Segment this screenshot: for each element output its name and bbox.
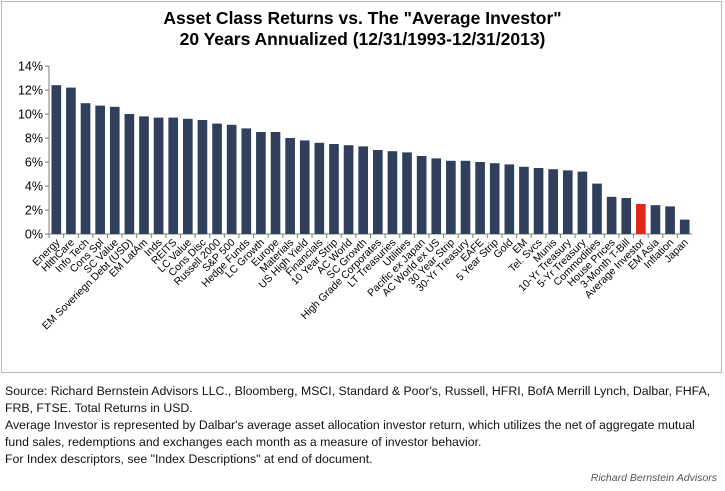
y-tick-label: 4% [25, 180, 43, 194]
chart-bars [51, 85, 690, 234]
chart-title-line-1: Asset Class Returns vs. The "Average Inv… [163, 8, 562, 28]
bar [460, 160, 471, 234]
bar [66, 87, 76, 234]
bar [650, 205, 661, 234]
y-tick-label: 0% [25, 228, 43, 242]
bar [183, 118, 193, 234]
bar [197, 120, 208, 234]
bar [372, 150, 383, 234]
bar [109, 106, 120, 234]
bar [606, 196, 617, 234]
bar [548, 169, 558, 234]
bar [416, 156, 427, 234]
note-line-2: FRB, FTSE. Total Returns in USD. [5, 401, 193, 415]
bar [431, 158, 442, 234]
bar [562, 170, 573, 234]
bar [139, 116, 149, 234]
y-tick-label: 14% [18, 60, 43, 74]
y-tick-label: 2% [25, 204, 43, 218]
bar [402, 152, 412, 234]
bar [358, 146, 369, 234]
y-tick-labels: 0% 2% 4% 6% 8% 10% 12% 14% [18, 60, 43, 242]
bar [314, 142, 325, 234]
bar [256, 132, 266, 234]
bar [168, 117, 179, 234]
bar [299, 140, 310, 234]
bar [665, 206, 675, 234]
chart-panel: Asset Class Returns vs. The "Average Inv… [1, 1, 722, 373]
bar [446, 160, 456, 234]
bar [212, 123, 222, 234]
bar [533, 168, 544, 234]
bar [51, 85, 62, 234]
bar [95, 105, 105, 234]
bar [621, 198, 632, 234]
chart-title-line-2: 20 Years Annualized (12/31/1993-12/31/20… [179, 29, 546, 49]
bar [124, 114, 135, 234]
bar [519, 166, 529, 234]
bar [329, 144, 339, 234]
bar [504, 164, 515, 234]
note-line-1: Source: Richard Bernstein Advisors LLC.,… [5, 384, 711, 398]
source-notes: Source: Richard Bernstein Advisors LLC.,… [5, 383, 720, 468]
note-line-5: For Index descriptors, see "Index Descri… [5, 452, 373, 466]
watermark: Richard Bernstein Advisors [590, 472, 717, 484]
bar [679, 219, 690, 234]
bar [592, 183, 602, 234]
bar [241, 128, 252, 234]
bar [475, 162, 485, 234]
y-tick-label: 8% [25, 132, 43, 146]
bar [577, 171, 588, 234]
bar [285, 138, 295, 234]
note-line-3: Average Investor is represented by Dalba… [5, 418, 695, 432]
bar [636, 204, 646, 234]
note-line-4: fund sales, redemptions and exchanges ea… [5, 435, 482, 449]
bar [387, 151, 398, 234]
bar [80, 103, 91, 234]
chart-title: Asset Class Returns vs. The "Average Inv… [2, 8, 723, 50]
y-tick-label: 10% [18, 108, 43, 122]
bar [270, 132, 281, 234]
bar [153, 117, 164, 234]
y-tick-label: 12% [18, 84, 43, 98]
y-tick-label: 6% [25, 156, 43, 170]
bar [343, 145, 354, 234]
bar [489, 163, 500, 234]
bar [226, 124, 237, 234]
